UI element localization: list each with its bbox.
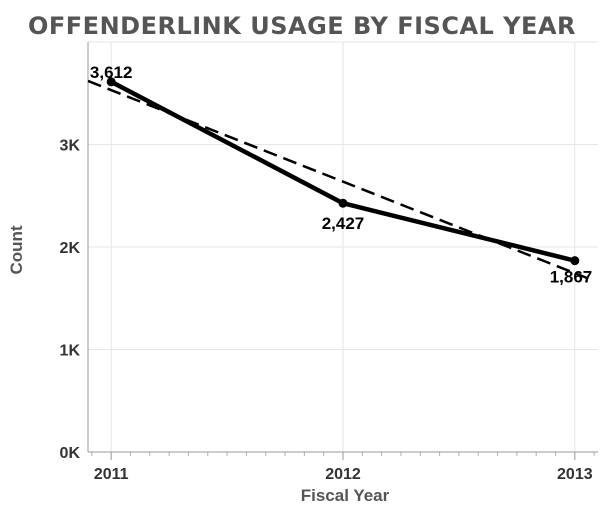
data-point: [338, 198, 348, 208]
data-labels: 3,612 2,427 1,867: [90, 63, 592, 287]
y-tick-label: 2K: [60, 240, 81, 257]
x-tick-label: 2011: [94, 466, 129, 483]
data-point: [570, 256, 580, 266]
data-label: 1,867: [550, 268, 593, 287]
y-axis-title: Count: [7, 225, 26, 274]
y-tick-label: 1K: [60, 343, 81, 360]
grid: [88, 41, 598, 453]
series-layer: [106, 77, 580, 266]
x-tick-label: 2013: [557, 466, 593, 483]
y-tick-label: 0K: [60, 445, 81, 462]
data-point: [106, 77, 116, 87]
chart-title: OFFENDERLINK USAGE BY FISCAL YEAR: [28, 12, 576, 40]
y-tick-label: 3K: [60, 138, 81, 155]
data-label: 3,612: [90, 63, 133, 82]
x-axis-title: Fiscal Year: [301, 486, 390, 505]
x-tick-label: 2012: [325, 466, 361, 483]
data-label: 2,427: [322, 214, 365, 233]
axes: 0K 1K 2K 3K 2011 2012 2013: [60, 42, 598, 483]
